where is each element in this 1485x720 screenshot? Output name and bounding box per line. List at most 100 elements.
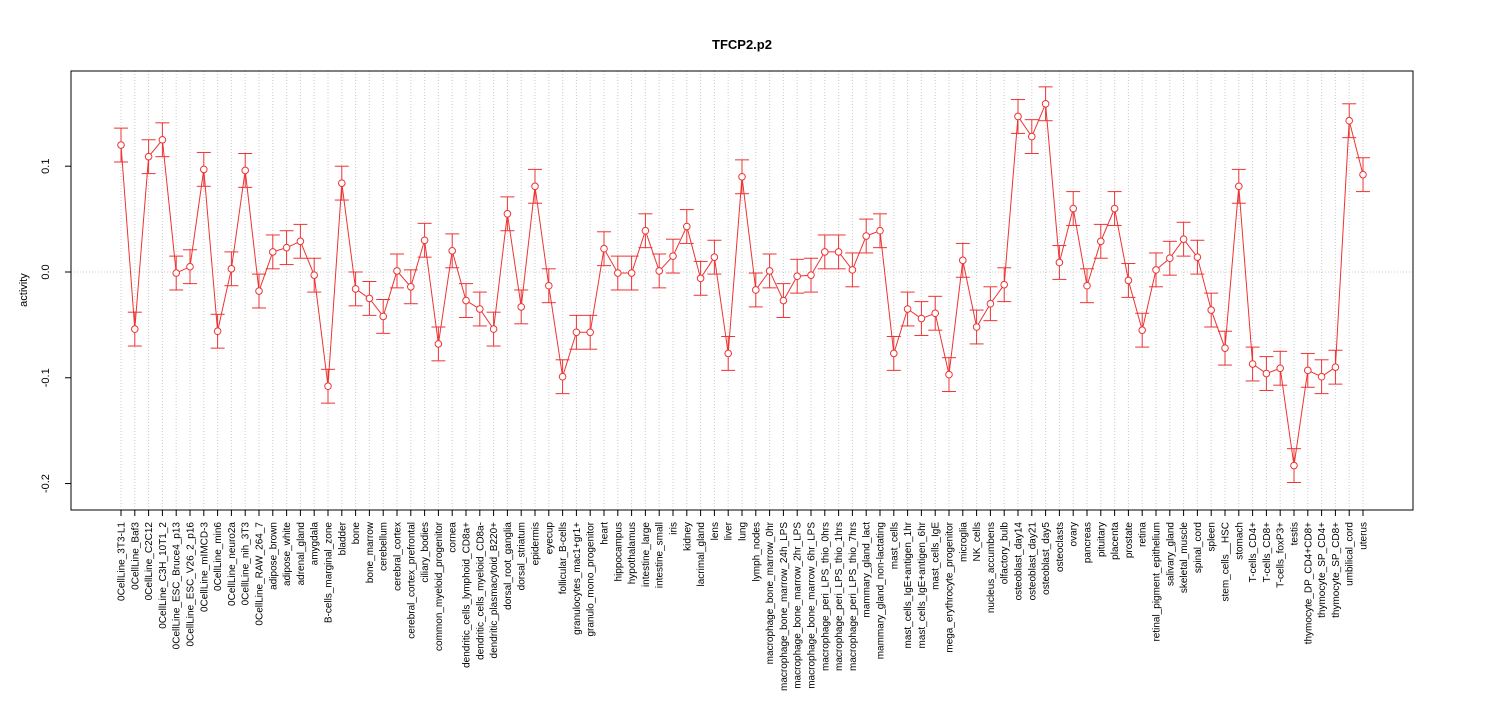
- x-tick-label: placenta: [1110, 522, 1121, 560]
- data-point: [1207, 306, 1215, 314]
- data-point: [351, 285, 360, 293]
- x-tick-label: intestine_small: [655, 522, 666, 588]
- data-point: [1152, 266, 1160, 274]
- x-tick-label: T-cells_CD8+: [1262, 522, 1273, 582]
- data-point: [1014, 112, 1022, 121]
- x-tick-label: bone_marrow: [365, 521, 376, 583]
- x-tick-label: cerebellum: [379, 522, 390, 571]
- y-axis: -0.2 -0.1 0.0 0.1: [40, 159, 71, 493]
- data-point: [1193, 253, 1202, 261]
- data-point: [338, 179, 346, 187]
- data-point: [1221, 344, 1229, 352]
- data-point: [1055, 258, 1064, 267]
- x-tick-label: bladder: [337, 521, 348, 555]
- data-point: [503, 210, 512, 218]
- x-tick-label: osteoblast_day21: [1027, 522, 1038, 601]
- data-point: [186, 262, 194, 271]
- x-tick-label: T-cells_foxP3+: [1276, 522, 1287, 588]
- data-point: [848, 266, 857, 274]
- x-tick-label: adipose_brown: [268, 522, 279, 590]
- y-tick-label: 0.1: [40, 159, 52, 174]
- data-point: [545, 281, 553, 290]
- x-tick-label: dorsal_root_ganglia: [503, 522, 514, 610]
- data-point: [462, 296, 470, 305]
- data-point: [1041, 99, 1050, 108]
- x-tick-label: 0CellLine_ESC_Bruce4_p13: [172, 522, 183, 650]
- data-point: [1317, 372, 1326, 381]
- x-tick-label: heart: [600, 522, 611, 545]
- grid-lines: [71, 71, 1413, 510]
- x-tick-label: macrophage_peri_LPS_thio_0hrs: [820, 522, 831, 671]
- x-tick-label: 0CellLine_neuro2a: [227, 522, 238, 606]
- data-point: [324, 382, 332, 391]
- data-point: [517, 303, 526, 311]
- data-point: [393, 267, 401, 275]
- data-point: [310, 271, 319, 279]
- data-point: [600, 244, 608, 253]
- data-point: [683, 222, 691, 231]
- data-point: [1083, 281, 1091, 290]
- x-tick-label: B-cells_marginal_zone: [324, 522, 335, 624]
- data-point: [1000, 280, 1009, 289]
- x-tick-label: pituitary: [1096, 522, 1107, 557]
- data-point: [558, 372, 567, 381]
- x-tick-label: cerebral_cortex_prefrontal: [406, 522, 417, 639]
- x-tick-label: cornea: [448, 522, 459, 553]
- x-tick-label: salivary_gland: [1165, 522, 1176, 586]
- data-point: [834, 248, 843, 256]
- data-point: [972, 323, 981, 331]
- y-tick-label: -0.2: [40, 474, 52, 493]
- data-point: [213, 327, 222, 336]
- x-tick-label: nucleus_accumbens: [986, 522, 997, 613]
- x-tick-label: mega_erythrocyte_progenitor: [945, 521, 956, 652]
- x-tick-label: prostate: [1124, 522, 1135, 559]
- data-point: [172, 269, 180, 277]
- data-points: [117, 99, 1367, 470]
- x-tick-label: testis: [1290, 522, 1301, 545]
- x-tick-label: adipose_white: [282, 522, 293, 586]
- data-point: [158, 135, 167, 144]
- data-point: [1097, 237, 1105, 246]
- x-tick-label: spinal_cord: [1193, 522, 1204, 573]
- x-tick-label: osteoblast_day14: [1014, 522, 1025, 601]
- data-point: [1069, 204, 1077, 213]
- data-point: [1331, 363, 1340, 371]
- data-point: [1359, 170, 1367, 179]
- data-point: [489, 325, 498, 333]
- data-point: [282, 243, 291, 252]
- x-tick-label: macrophage_bone_marrow_0hr: [765, 521, 776, 664]
- data-point: [255, 287, 263, 295]
- x-tick-label: hypothalamus: [627, 522, 638, 584]
- data-point: [1235, 182, 1243, 191]
- x-tick-label: hippocampus: [613, 522, 624, 581]
- data-point: [959, 256, 967, 265]
- x-tick-label: thymocyte_SP_CD4+: [1317, 522, 1328, 618]
- x-tick-label: 0CellLine_3T3-L1: [117, 522, 128, 601]
- data-point: [931, 309, 940, 318]
- data-point: [655, 267, 664, 275]
- y-tick-label: 0.0: [40, 264, 52, 279]
- data-point: [131, 325, 139, 333]
- data-point: [945, 370, 953, 379]
- x-tick-label: 0CellLine_min6: [213, 522, 224, 591]
- data-point: [1262, 369, 1271, 378]
- x-tick-label: 0CellLine_Baf3: [130, 522, 141, 590]
- data-point: [586, 328, 595, 337]
- data-point: [144, 152, 153, 161]
- x-tick-label: osteoclasts: [1055, 522, 1066, 572]
- x-tick-label: macrophage_bone_marrow_6hr_LPS: [807, 522, 818, 689]
- x-tick-label: dendritic_cells_lymphoid_CD8a+: [462, 522, 473, 668]
- data-point: [738, 172, 746, 181]
- data-point: [572, 328, 581, 337]
- x-tick-label: retina: [1138, 522, 1149, 547]
- x-tick-label: olfactory_bulb: [1000, 522, 1011, 585]
- data-point: [1179, 235, 1188, 243]
- data-point: [917, 314, 926, 323]
- x-tick-label: iris: [669, 522, 680, 535]
- data-point: [614, 269, 622, 277]
- data-point: [765, 267, 774, 275]
- data-point: [1028, 132, 1036, 141]
- data-point: [379, 312, 388, 321]
- data-point: [710, 253, 719, 261]
